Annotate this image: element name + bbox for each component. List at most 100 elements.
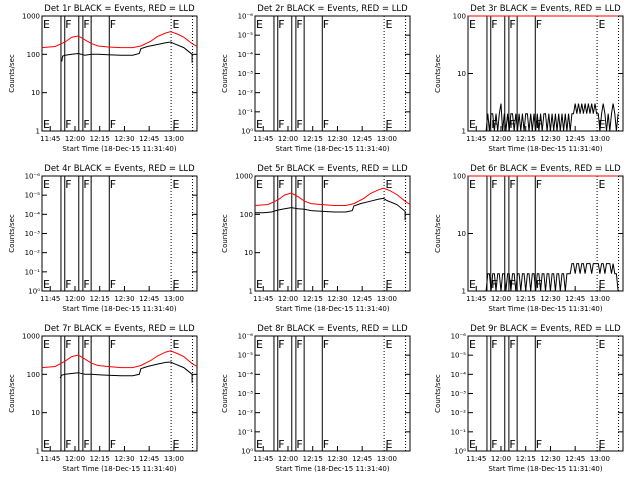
x-tick-label: 12:30 bbox=[327, 295, 347, 303]
x-tick-label: 12:45 bbox=[139, 455, 159, 463]
x-tick-label: 11:45 bbox=[253, 455, 273, 463]
x-tick-label: 12:00 bbox=[491, 135, 511, 143]
y-tick-label: 10⁻³ bbox=[238, 390, 254, 398]
plot-frame bbox=[254, 175, 411, 292]
x-tick-label: 13:00 bbox=[164, 455, 184, 463]
x-tick-label: 12:00 bbox=[65, 135, 85, 143]
detector-panel-8: Det 8r BLACK = Events, RED = LLD 10⁰ 10⁻¹ 1… bbox=[221, 324, 411, 473]
y-axis-label: Counts/sec bbox=[434, 54, 442, 93]
panel-title: Det 6r BLACK = Events, RED = LLD bbox=[470, 164, 621, 174]
y-tick-label: 10⁻⁶ bbox=[451, 333, 467, 341]
flag-label-top: F bbox=[65, 18, 71, 31]
flag-label-top: E bbox=[172, 18, 179, 31]
flag-label-bottom: E bbox=[256, 438, 263, 451]
flag-label-top: F bbox=[323, 338, 329, 351]
x-tick-label: 12:15 bbox=[516, 135, 536, 143]
y-tick-label: 10 bbox=[457, 230, 466, 238]
x-axis-label: Start Time (18-Dec-15 11:31:40) bbox=[488, 305, 602, 313]
flag-label-bottom: F bbox=[491, 438, 497, 451]
flag-label-bottom: F bbox=[491, 278, 497, 291]
x-tick-label: 12:15 bbox=[303, 295, 323, 303]
y-axis-label: Counts/sec bbox=[434, 214, 442, 253]
flag-label-bottom: E bbox=[172, 278, 179, 291]
detector-panel-4: Det 4r BLACK = Events, RED = LLD 10⁰ 10⁻¹ 1… bbox=[8, 164, 198, 313]
plot-frame bbox=[41, 335, 198, 452]
flag-label-top: F bbox=[536, 338, 542, 351]
flag-label-top: E bbox=[256, 338, 263, 351]
y-tick-label: 10⁻⁵ bbox=[238, 32, 254, 40]
x-tick-label: 12:30 bbox=[114, 295, 134, 303]
x-tick-label: 11:45 bbox=[466, 135, 486, 143]
flag-label-top: E bbox=[385, 338, 392, 351]
flag-label-top: F bbox=[296, 18, 302, 31]
y-tick-label: 10⁰ bbox=[454, 448, 466, 456]
y-tick-label: 1000 bbox=[22, 13, 40, 21]
y-tick-label: 10⁻² bbox=[238, 89, 254, 97]
x-tick-label: 12:00 bbox=[278, 295, 298, 303]
panel-title: Det 1r BLACK = Events, RED = LLD bbox=[44, 4, 195, 14]
x-tick-label: 13:00 bbox=[164, 295, 184, 303]
panel-title: Det 3r BLACK = Events, RED = LLD bbox=[470, 4, 621, 14]
flag-label-top: F bbox=[491, 338, 497, 351]
x-tick-label: 12:00 bbox=[65, 295, 85, 303]
x-tick-label: 13:00 bbox=[377, 455, 397, 463]
flag-label-bottom: F bbox=[65, 278, 71, 291]
x-axis-label: Start Time (18-Dec-15 11:31:40) bbox=[275, 465, 389, 473]
flag-label-top: F bbox=[296, 178, 302, 191]
y-axis-label: Counts/sec bbox=[8, 214, 16, 253]
flag-label-bottom: E bbox=[172, 118, 179, 131]
x-tick-label: 11:45 bbox=[40, 455, 60, 463]
flag-label-bottom: F bbox=[296, 118, 302, 131]
flag-label-bottom: E bbox=[256, 278, 263, 291]
flag-label-bottom: F bbox=[65, 118, 71, 131]
lld-series-line bbox=[254, 187, 411, 206]
x-tick-label: 12:15 bbox=[303, 455, 323, 463]
x-tick-label: 11:45 bbox=[40, 295, 60, 303]
y-tick-label: 10 bbox=[457, 70, 466, 78]
y-tick-label: 10⁻⁴ bbox=[238, 51, 254, 59]
flag-label-top: F bbox=[110, 338, 116, 351]
flag-label-bottom: F bbox=[110, 278, 116, 291]
flag-label-bottom: F bbox=[509, 118, 515, 131]
flag-label-bottom: F bbox=[536, 278, 542, 291]
x-tick-label: 12:30 bbox=[327, 135, 347, 143]
x-tick-label: 13:00 bbox=[590, 135, 610, 143]
y-tick-label: 10⁻² bbox=[451, 409, 467, 417]
flag-label-top: E bbox=[598, 18, 605, 31]
events-series-line bbox=[485, 263, 619, 292]
flag-label-bottom: F bbox=[278, 438, 284, 451]
x-axis-label: Start Time (18-Dec-15 11:31:40) bbox=[488, 145, 602, 153]
flag-label-top: E bbox=[469, 18, 476, 31]
flag-label-bottom: E bbox=[172, 438, 179, 451]
x-tick-label: 12:30 bbox=[540, 135, 560, 143]
panel-title: Det 4r BLACK = Events, RED = LLD bbox=[44, 164, 195, 174]
flag-label-bottom: F bbox=[83, 278, 89, 291]
flag-label-bottom: F bbox=[110, 118, 116, 131]
x-tick-label: 12:00 bbox=[491, 455, 511, 463]
flag-label-top: F bbox=[296, 338, 302, 351]
flag-label-bottom: F bbox=[83, 438, 89, 451]
detector-panel-6: Det 6r BLACK = Events, RED = LLD 1 10 100 Co… bbox=[434, 164, 624, 313]
y-tick-label: 10⁻¹ bbox=[238, 428, 254, 436]
y-tick-label: 100 bbox=[27, 51, 40, 59]
flag-label-bottom: F bbox=[110, 438, 116, 451]
detector-panel-1: Det 1r BLACK = Events, RED = LLD 1 10 100 10… bbox=[8, 4, 198, 153]
x-tick-label: 13:00 bbox=[377, 135, 397, 143]
flag-label-bottom: F bbox=[509, 438, 515, 451]
x-axis-label: Start Time (18-Dec-15 11:31:40) bbox=[62, 305, 176, 313]
panel-title: Det 5r BLACK = Events, RED = LLD bbox=[257, 164, 408, 174]
y-axis-label: Counts/sec bbox=[8, 54, 16, 93]
x-tick-label: 12:45 bbox=[352, 135, 372, 143]
y-tick-label: 10⁻⁵ bbox=[25, 192, 41, 200]
y-tick-label: 100 bbox=[453, 13, 466, 21]
flag-label-top: F bbox=[110, 18, 116, 31]
y-tick-label: 1 bbox=[462, 288, 466, 296]
y-axis-label: Counts/sec bbox=[8, 374, 16, 413]
x-tick-label: 12:45 bbox=[565, 135, 585, 143]
x-tick-label: 12:15 bbox=[516, 295, 536, 303]
x-tick-label: 12:30 bbox=[114, 135, 134, 143]
x-tick-label: 11:45 bbox=[466, 455, 486, 463]
x-tick-label: 12:15 bbox=[516, 455, 536, 463]
y-tick-label: 1000 bbox=[235, 173, 253, 181]
